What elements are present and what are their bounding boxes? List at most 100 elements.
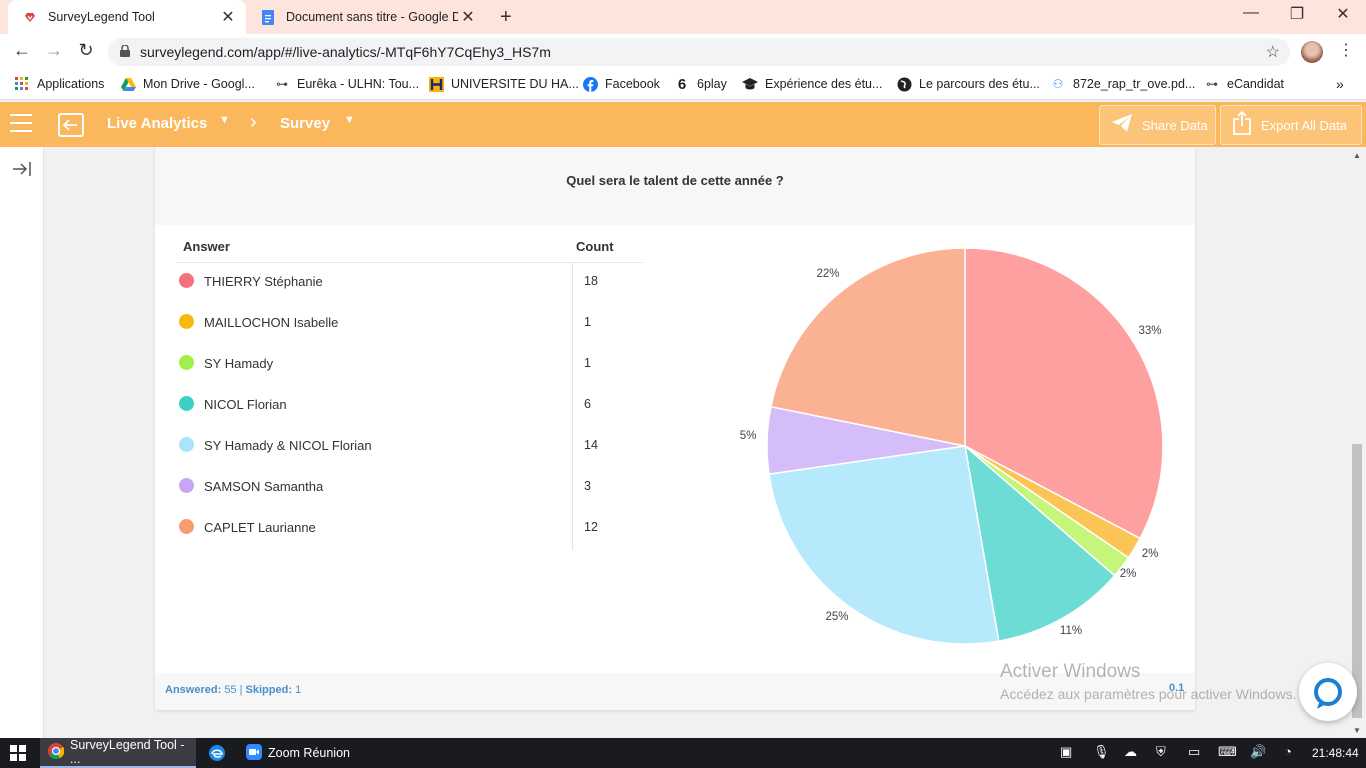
pie-slice[interactable] (768, 445, 1000, 645)
taskbar-zoom[interactable]: Zoom Réunion (240, 738, 350, 768)
share-data-label: Share Data (1142, 117, 1208, 133)
answer-column-header: Answer (183, 239, 230, 254)
answer-label: NICOL Florian (204, 397, 287, 412)
reload-icon[interactable]: ↻ (78, 40, 94, 60)
bookmark-6play[interactable]: 6 6play (674, 76, 727, 93)
scroll-down-icon[interactable]: ▼ (1353, 726, 1361, 735)
forward-icon[interactable]: → (45, 40, 63, 60)
url-text: surveylegend.com/app/#/live-analytics/-M… (140, 44, 551, 60)
bookmark-label: Expérience des étu... (765, 77, 883, 91)
bookmark-star-icon[interactable]: ☆ (1265, 44, 1280, 61)
bookmark-experience[interactable]: Expérience des étu... (742, 76, 882, 92)
answer-count: 1 (584, 315, 591, 329)
table-row: MAILLOCHON Isabelle 1 (155, 314, 635, 355)
breadcrumb-chevron-icon: › (250, 111, 257, 133)
more-bookmarks-icon[interactable]: » (1336, 76, 1344, 92)
card-footer: Answered: 55 | Skipped: 1 0.1 (155, 673, 1195, 710)
answer-count: 14 (584, 438, 598, 452)
back-arrow-icon[interactable] (58, 113, 84, 137)
bookmark-mon-drive[interactable]: Mon Drive - Googl... (120, 76, 255, 92)
apps-grid-icon (14, 76, 30, 92)
slice-percent-label: 2% (1142, 548, 1159, 560)
windows-start-icon[interactable] (10, 738, 26, 768)
question-title: Quel sera le talent de cette année ? (566, 173, 784, 188)
edge-icon[interactable] (208, 738, 226, 768)
tab-surveylegend[interactable]: SurveyLegend Tool ✕ (8, 0, 246, 34)
pie-slice[interactable] (964, 247, 1164, 540)
bookmark-label: Applications (37, 77, 105, 91)
legend-color-dot (179, 355, 194, 370)
ecandidat-icon: ⊶ (1206, 77, 1218, 91)
bookmark-label: UNIVERSITE DU HA... (451, 77, 579, 91)
browser-menu-icon[interactable]: ⋮ (1338, 42, 1354, 59)
answer-count: 3 (584, 479, 591, 493)
dropdown-caret-icon[interactable]: ▼ (219, 114, 230, 126)
table-row: NICOL Florian 6 (155, 396, 635, 437)
bookmark-eureka[interactable]: ⊶ Eurêka - ULHN: Tou... (274, 76, 419, 92)
scroll-up-icon[interactable]: ▲ (1353, 151, 1361, 160)
bookmark-parcours[interactable]: Le parcours des étu... (896, 76, 1040, 92)
close-tab-icon[interactable]: ✕ (461, 9, 475, 26)
wifi-icon[interactable]: ◔ (1284, 744, 1292, 759)
zoom-tray-icon[interactable]: ▣ (1060, 744, 1073, 759)
legend-color-dot (179, 314, 194, 329)
facebook-icon (582, 76, 598, 92)
bookmark-pdf[interactable]: ⚇ 872e_rap_tr_ove.pd... (1050, 76, 1196, 92)
paper-plane-icon (1112, 113, 1132, 137)
browser-toolbar: ← → ↻ surveylegend.com/app/#/live-analyt… (0, 34, 1366, 70)
legend-color-dot (179, 478, 194, 493)
chat-bubble-icon (1314, 678, 1342, 709)
bookmark-universite[interactable]: UNIVERSITE DU HA... (428, 76, 579, 92)
skipped-label: Skipped: (245, 684, 292, 696)
slice-percent-label: 22% (816, 268, 839, 280)
back-icon[interactable]: ← (13, 40, 31, 60)
hamburger-menu-icon[interactable] (10, 114, 32, 134)
legend-color-dot (179, 273, 194, 288)
pie-slice[interactable] (963, 444, 1116, 642)
skipped-value: 1 (295, 684, 302, 696)
new-tab-icon[interactable]: + (500, 6, 512, 28)
address-bar[interactable]: surveylegend.com/app/#/live-analytics/-M… (108, 38, 1290, 66)
page-indicator: 0.1 (1169, 682, 1185, 694)
profile-avatar[interactable] (1301, 41, 1323, 63)
taskbar-chrome[interactable]: SurveyLegend Tool - ... (40, 738, 196, 768)
answer-count: 12 (584, 520, 598, 534)
legend-color-dot (179, 519, 194, 534)
microphone-icon[interactable]: 🎙 (1093, 744, 1110, 759)
cloud-icon[interactable]: ☁ (1124, 744, 1137, 759)
bookmark-applications[interactable]: Applications (14, 76, 104, 92)
legend-color-dot (179, 437, 194, 452)
bookmark-label: Eurêka - ULHN: Tou... (297, 77, 420, 91)
bookmark-facebook[interactable]: Facebook (582, 76, 660, 92)
universite-logo-icon (428, 76, 444, 92)
display-icon[interactable]: ▭ (1188, 744, 1201, 759)
restore-icon[interactable]: ❐ (1289, 6, 1305, 23)
scrollbar-thumb[interactable] (1352, 444, 1362, 718)
column-divider (572, 263, 573, 550)
bookmark-label: eCandidat (1227, 77, 1284, 91)
expand-sidebar-icon[interactable] (12, 161, 32, 182)
share-data-button[interactable]: Share Data (1099, 105, 1216, 145)
security-icon[interactable]: ⛨ (1156, 744, 1166, 759)
bookmark-label: Le parcours des étu... (919, 77, 1040, 91)
tab-google-doc[interactable]: Document sans titre - Google Do ✕ (246, 0, 486, 34)
table-row: SAMSON Samantha 3 (155, 478, 635, 519)
pie-slice[interactable] (770, 247, 966, 447)
bookmark-label: 6play (697, 77, 727, 91)
export-all-data-button[interactable]: Export All Data (1220, 105, 1362, 145)
close-window-icon[interactable]: ✕ (1336, 6, 1350, 23)
windows-taskbar: SurveyLegend Tool - ... Zoom Réunion ▣ 🎙… (0, 738, 1366, 768)
zoom-icon (246, 743, 262, 763)
dropdown-caret-icon[interactable]: ▼ (344, 114, 355, 126)
surveylegend-favicon-icon (22, 9, 38, 25)
keyboard-icon[interactable]: ⌨ (1218, 744, 1237, 759)
side-rail (0, 147, 44, 739)
minimize-icon[interactable]: — (1243, 4, 1259, 21)
volume-icon[interactable]: 🔊 (1250, 744, 1267, 759)
live-analytics-dropdown[interactable]: Live Analytics (107, 115, 208, 132)
close-tab-icon[interactable]: ✕ (221, 9, 235, 26)
google-drive-icon (120, 76, 136, 92)
bookmark-ecandidat[interactable]: ⊶ eCandidat (1204, 76, 1284, 92)
survey-dropdown[interactable]: Survey (280, 115, 331, 132)
chat-support-button[interactable] (1299, 663, 1357, 721)
